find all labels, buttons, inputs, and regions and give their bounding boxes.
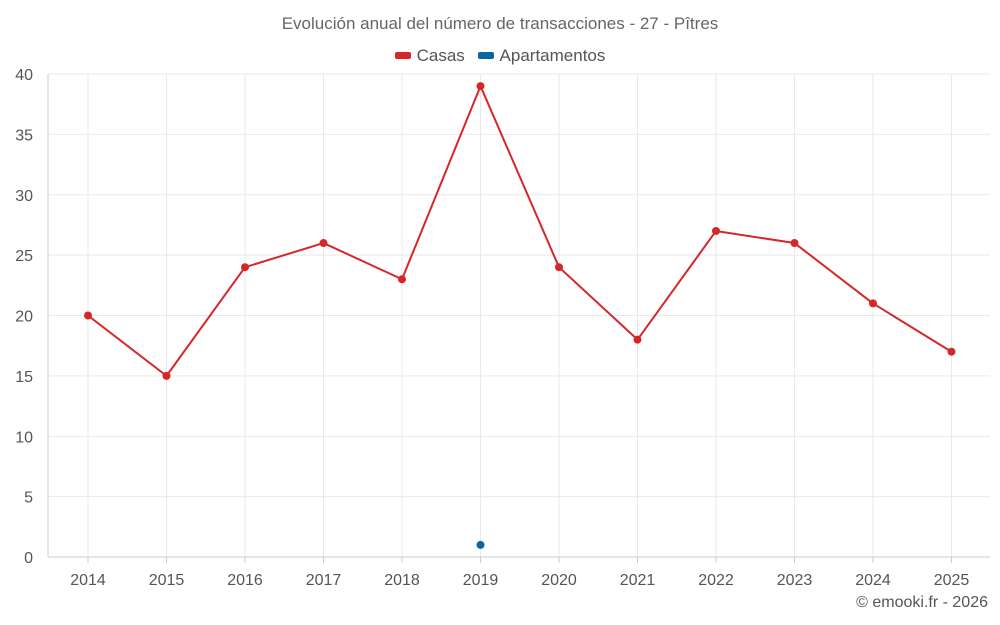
data-point-casas — [555, 263, 563, 272]
x-tick-label: 2019 — [463, 572, 499, 589]
x-tick-label: 2024 — [855, 572, 891, 589]
y-tick-label: 35 — [15, 127, 33, 144]
legend-swatch-apartamentos — [477, 51, 494, 59]
y-tick-label: 30 — [15, 188, 33, 205]
x-tick-label: 2023 — [777, 572, 813, 589]
x-tick-label: 2016 — [227, 572, 263, 589]
y-tick-label: 20 — [15, 309, 33, 326]
x-tick-label: 2015 — [149, 572, 185, 589]
data-point-casas — [162, 371, 171, 380]
y-tick-label: 5 — [24, 490, 33, 507]
data-point-casas — [476, 82, 485, 91]
legend-swatch-casas — [394, 51, 411, 59]
y-tick-label: 40 — [15, 67, 33, 84]
data-point-casas — [947, 347, 956, 356]
x-tick-label: 2017 — [306, 572, 342, 589]
x-tick-label: 2014 — [70, 572, 106, 589]
y-tick-label: 15 — [15, 369, 33, 386]
x-tick-label: 2020 — [541, 572, 577, 589]
chart-legend: Casas Apartamentos — [0, 45, 1000, 66]
series-line-casas — [87, 85, 953, 377]
legend-item-casas[interactable]: Casas — [394, 45, 465, 66]
data-point-casas — [398, 275, 406, 284]
chart-title: Evolución anual del número de transaccio… — [281, 14, 719, 33]
x-tick-label: 2022 — [698, 572, 734, 589]
credit-text: © emooki.fr - 2026 — [856, 594, 988, 611]
y-tick-label: 0 — [24, 550, 33, 567]
data-point-casas — [712, 226, 720, 235]
legend-label-casas: Casas — [416, 45, 465, 65]
legend-label-apartamentos: Apartamentos — [499, 45, 606, 65]
data-point-apartamentos — [476, 540, 485, 549]
legend-item-apartamentos[interactable]: Apartamentos — [477, 45, 606, 66]
data-point-casas — [633, 335, 642, 344]
data-point-casas — [84, 311, 92, 320]
x-tick-label: 2021 — [620, 572, 656, 589]
y-tick-label: 10 — [15, 429, 33, 446]
x-tick-label: 2025 — [934, 572, 970, 589]
y-tick-label: 25 — [15, 248, 33, 265]
data-point-casas — [869, 299, 877, 308]
data-point-casas — [319, 239, 328, 248]
data-point-casas — [241, 263, 249, 272]
x-tick-label: 2018 — [384, 572, 420, 589]
data-point-casas — [790, 239, 799, 248]
